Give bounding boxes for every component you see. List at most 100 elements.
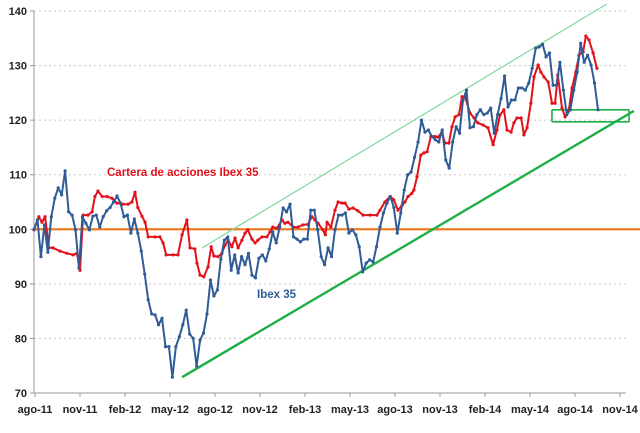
ibex-series-point bbox=[101, 215, 105, 219]
support-trendline bbox=[181, 109, 635, 379]
ibex-series-point bbox=[184, 308, 188, 312]
ibex-series-point bbox=[464, 88, 469, 92]
cartera-series-point bbox=[321, 228, 325, 232]
cartera-series-point bbox=[425, 150, 429, 154]
cartera-series-point bbox=[58, 249, 62, 253]
cartera-series-point bbox=[498, 113, 502, 117]
ibex-series-point bbox=[233, 253, 237, 257]
cartera-series-point bbox=[560, 106, 564, 110]
cartera-series-point bbox=[486, 126, 490, 130]
ibex-series-point bbox=[302, 237, 306, 241]
cartera-series-point bbox=[323, 233, 327, 237]
ibex-series-point bbox=[426, 128, 431, 132]
x-tick-label: feb-13 bbox=[289, 404, 321, 416]
cartera-series-point bbox=[164, 253, 168, 257]
cartera-series-point bbox=[105, 194, 109, 199]
cartera-series-point bbox=[212, 254, 216, 258]
ibex-series-point bbox=[592, 81, 597, 85]
ibex-series-point bbox=[174, 345, 178, 349]
ibex-series-point bbox=[416, 140, 420, 144]
cartera-series-point bbox=[333, 208, 337, 212]
ibex-series-point bbox=[80, 215, 85, 219]
cartera-series-point bbox=[519, 116, 523, 120]
ibex-series-point bbox=[499, 96, 503, 100]
ibex-series-point bbox=[409, 170, 413, 174]
ibex-series-point bbox=[430, 134, 434, 139]
ibex-series-point bbox=[267, 247, 271, 251]
ibex-series-point bbox=[333, 228, 337, 232]
ibex-series-point bbox=[579, 41, 583, 45]
ibex-series-point bbox=[63, 169, 67, 173]
y-tick-label: 80 bbox=[15, 333, 27, 345]
ibex-series-point bbox=[509, 98, 514, 102]
cartera-series-point bbox=[415, 175, 419, 179]
cartera-series-point bbox=[457, 113, 461, 117]
ibex-series-point bbox=[468, 126, 472, 130]
ibex-series-point bbox=[527, 81, 531, 85]
cartera-series-point bbox=[153, 235, 157, 239]
cartera-series-point bbox=[286, 220, 290, 224]
ibex-series-point bbox=[298, 240, 303, 244]
ibex-series-point bbox=[70, 213, 74, 217]
cartera-series-point bbox=[343, 201, 347, 205]
cartera-series-point bbox=[93, 194, 97, 199]
cartera-series-point bbox=[509, 130, 513, 134]
ibex-series-point bbox=[478, 108, 482, 112]
ibex-series-point bbox=[385, 201, 389, 205]
ibex-series-point bbox=[419, 118, 424, 122]
ibex-series-point bbox=[170, 375, 174, 379]
cartera-series-point bbox=[271, 225, 275, 229]
cartera-series-line bbox=[33, 35, 598, 278]
ibex-series-point bbox=[122, 215, 126, 219]
y-tick-label: 140 bbox=[9, 6, 27, 18]
cartera-series-point bbox=[126, 202, 130, 206]
ibex-series-point bbox=[357, 245, 361, 249]
ibex-series-point bbox=[572, 88, 576, 92]
x-tick-label: nov-14 bbox=[602, 404, 638, 416]
cartera-series-point bbox=[422, 151, 426, 155]
cartera-series-point bbox=[481, 123, 485, 127]
ibex-series-point bbox=[146, 298, 150, 302]
ibex-series-point bbox=[506, 105, 510, 109]
ibex-series-point bbox=[132, 217, 136, 221]
cartera-series-point bbox=[539, 70, 543, 74]
ibex-series-point bbox=[42, 223, 46, 227]
ibex-series-point bbox=[243, 263, 247, 267]
ibex-series-point bbox=[67, 210, 71, 214]
ibex-series-point bbox=[541, 42, 545, 46]
ibex-series-point bbox=[340, 213, 344, 217]
x-tick-label: may-12 bbox=[151, 404, 189, 416]
cartera-series-point bbox=[301, 223, 305, 227]
ibex-series-point bbox=[402, 188, 406, 192]
cartera-series-point bbox=[143, 220, 147, 224]
ibex-series-point bbox=[87, 228, 91, 232]
cartera-series-point bbox=[180, 233, 184, 237]
ibex-series-point bbox=[240, 254, 244, 259]
ibex-series-point bbox=[451, 140, 455, 144]
cartera-series-point bbox=[570, 86, 574, 90]
cartera-series-point bbox=[356, 209, 360, 213]
ibex-series-point bbox=[444, 158, 448, 162]
cartera-series-point bbox=[361, 213, 365, 217]
ibex-series-point bbox=[457, 131, 462, 135]
ibex-series-point bbox=[49, 215, 53, 219]
ibex-series-point bbox=[423, 130, 427, 134]
cartera-series-point bbox=[265, 235, 269, 239]
cartera-series-point bbox=[512, 121, 516, 125]
ibex-series-point bbox=[502, 74, 507, 78]
ibex-series-point bbox=[354, 233, 358, 237]
cartera-series-point bbox=[351, 206, 355, 210]
cartera-series-point bbox=[392, 198, 396, 202]
cartera-series-point bbox=[553, 101, 557, 105]
ibex-series-point bbox=[482, 113, 486, 117]
cartera-series-point bbox=[447, 141, 451, 145]
cartera-series-point bbox=[188, 246, 192, 250]
x-tick-label: nov-12 bbox=[242, 404, 277, 416]
ibex-series-point bbox=[278, 225, 282, 229]
ibex-series-point bbox=[575, 70, 579, 74]
cartera-series-point bbox=[522, 133, 526, 137]
ibex-series-point bbox=[39, 254, 43, 259]
cartera-series-point bbox=[250, 237, 254, 241]
cartera-series-point bbox=[378, 208, 382, 212]
